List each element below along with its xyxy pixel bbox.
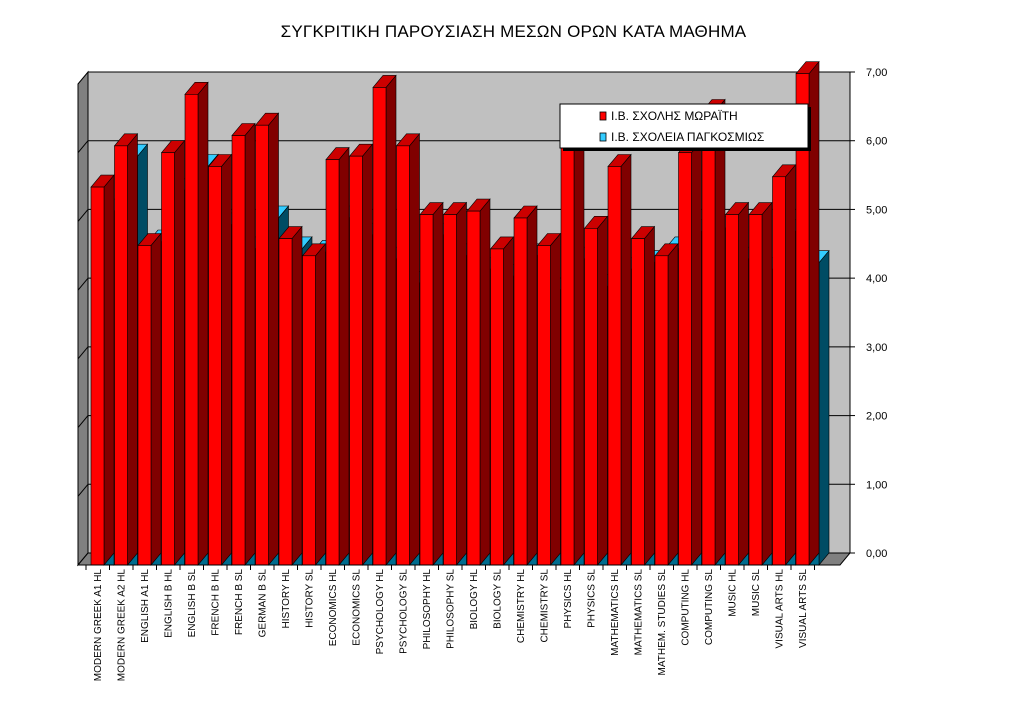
bar-school xyxy=(677,139,703,566)
x-tick-label: ENGLISH B SL xyxy=(187,569,198,638)
bar-school xyxy=(748,201,773,566)
x-tick-label: ENGLISH B HL xyxy=(163,569,174,638)
x-tick-label: VISUAL ARTS HL xyxy=(774,569,785,649)
x-tick-label: MUSIC HL xyxy=(727,569,738,617)
bar-school xyxy=(630,225,656,566)
gridline-side xyxy=(77,415,89,428)
bar-school xyxy=(701,98,726,566)
x-tick-label: PSYCHOLOGY SL xyxy=(398,569,409,654)
bars xyxy=(90,60,830,566)
bar-school xyxy=(395,132,421,566)
bar-school xyxy=(654,242,679,566)
x-tick-label: HISTORY SL xyxy=(304,569,315,628)
bar-school xyxy=(278,225,303,566)
bar-school xyxy=(489,236,515,566)
x-tick-label: CHEMISTRY HL xyxy=(516,569,527,644)
bar-school xyxy=(254,112,280,566)
bar-school xyxy=(771,163,797,566)
bar-school xyxy=(113,132,139,566)
y-tick-label: 5,00 xyxy=(866,204,887,216)
bar-school xyxy=(466,198,491,566)
gridline-side xyxy=(77,209,89,222)
chart-title: ΣΥΓΚΡΙΤΙΚΗ ΠΑΡΟΥΣΙΑΣΗ ΜΕΣΩΝ ΟΡΩΝ ΚΑΤΑ ΜΑ… xyxy=(280,22,747,41)
x-tick-label: MUSIC SL xyxy=(751,569,762,617)
legend-swatch-worldwide xyxy=(599,132,607,142)
x-tick-label: MODERN GREEK A2 HL xyxy=(116,569,127,682)
y-tick-label: 7,00 xyxy=(866,67,887,79)
bar-school xyxy=(795,60,820,566)
bar-school xyxy=(231,122,256,566)
bar-school xyxy=(160,139,186,566)
x-tick-label: GERMAN B SL xyxy=(257,569,268,638)
x-tick-label: BIOLOGY SL xyxy=(492,569,503,629)
x-tick-label: PHYSICS HL xyxy=(563,569,574,629)
x-tick-label: HISTORY HL xyxy=(281,569,292,629)
x-tick-label: FRENCH B HL xyxy=(210,569,221,636)
y-tick-label: 4,00 xyxy=(866,273,887,285)
bar-school xyxy=(419,201,444,566)
bar-school xyxy=(536,232,562,566)
x-tick-label: ECONOMICS SL xyxy=(351,569,362,646)
gridline-side xyxy=(77,140,89,154)
x-tick-label: PSYCHOLOGY HL xyxy=(375,569,386,655)
bar-school xyxy=(325,146,350,566)
bar-school xyxy=(207,153,233,566)
x-tick-label: MODERN GREEK A1 HL xyxy=(93,569,104,682)
bar-school xyxy=(560,132,585,566)
bar-school xyxy=(583,215,609,566)
y-tick-label: 0,00 xyxy=(866,548,887,560)
gridline-side xyxy=(77,346,89,360)
bar-school xyxy=(513,205,538,566)
x-tick-label: PHILOSOPHY HL xyxy=(422,569,433,650)
x-tick-label: FRENCH B SL xyxy=(234,569,245,636)
x-tick-label: CHEMISTRY SL xyxy=(539,569,550,643)
x-tick-label: VISUAL ARTS SL xyxy=(798,569,809,648)
x-tick-label: MATHEM. STUDIES SL xyxy=(657,569,668,676)
y-tick-label: 2,00 xyxy=(866,411,887,423)
x-axis: MODERN GREEK A1 HL MODERN GREEK A2 HL ENGL… xyxy=(78,564,840,682)
x-tick-label: PHILOSOPHY SL xyxy=(445,569,456,649)
legend-label-worldwide: Ι.Β. ΣΧΟΛΕΙΑ ΠΑΓΚΟΣΜΙΩΣ xyxy=(611,130,764,144)
bar-school xyxy=(184,81,209,566)
bar-school xyxy=(348,143,374,566)
y-tick-label: 6,00 xyxy=(866,136,887,148)
x-tick-label: MATHEMATICS HL xyxy=(610,569,621,656)
y-axis: 0,00 1,00 2,00 3,00 4,00 5,00 6,00 7,00 xyxy=(849,67,887,560)
legend-swatch-school xyxy=(599,111,607,121)
x-tick-label: PHYSICS SL xyxy=(586,569,597,628)
y-tick-label: 3,00 xyxy=(866,342,887,354)
y-tick-label: 1,00 xyxy=(866,479,887,491)
bar-school xyxy=(607,153,632,566)
x-tick-label: ENGLISH A1 HL xyxy=(140,569,151,643)
bar-school xyxy=(372,74,397,566)
legend: Ι.Β. ΣΧΟΛΗΣ ΜΩΡΑΪΤΗ Ι.Β. ΣΧΟΛΕΙΑ ΠΑΓΚΟΣΜ… xyxy=(559,103,811,151)
gridline-side xyxy=(77,483,89,497)
bar-school xyxy=(301,242,327,566)
bar-school xyxy=(442,201,468,566)
x-tick-label: BIOLOGY HL xyxy=(469,569,480,630)
x-tick-label: COMPUTING SL xyxy=(704,569,715,646)
bar-school xyxy=(137,232,162,566)
legend-label-school: Ι.Β. ΣΧΟΛΗΣ ΜΩΡΑΪΤΗ xyxy=(611,109,738,123)
x-tick-label: ECONOMICS HL xyxy=(328,569,339,647)
bar-school xyxy=(724,201,750,566)
bar-school xyxy=(90,174,115,566)
gridline-side xyxy=(77,277,89,291)
x-tick-label: COMPUTING HL xyxy=(680,569,691,646)
x-tick-label: MATHEMATICS SL xyxy=(633,569,644,656)
